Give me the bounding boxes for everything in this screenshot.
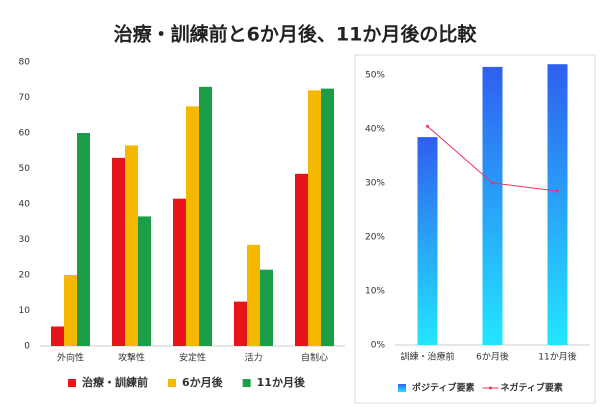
legend-label: 11か月後 — [257, 375, 306, 389]
legend-swatch-marker — [488, 386, 492, 390]
bar — [173, 198, 186, 346]
legend-label: 6か月後 — [182, 375, 224, 389]
y-tick-label: 20 — [19, 271, 31, 281]
y-tick-label: 0 — [24, 342, 30, 352]
y-tick-label: 50% — [365, 71, 385, 81]
bar — [125, 145, 138, 346]
x-tick-label: 6か月後 — [476, 351, 509, 363]
panel-border — [354, 54, 596, 404]
y-tick-label: 50 — [19, 164, 31, 174]
x-tick-label: 安定性 — [179, 352, 206, 364]
line-marker — [426, 124, 429, 128]
bar — [234, 301, 247, 346]
x-tick-label: 自制心 — [301, 352, 328, 364]
bar — [321, 88, 334, 346]
bar — [417, 137, 438, 345]
bar — [51, 326, 64, 346]
x-tick-label: 活力 — [244, 352, 262, 364]
bar — [482, 66, 503, 346]
bar — [295, 173, 308, 346]
y-tick-label: 40% — [365, 125, 385, 135]
y-tick-label: 20% — [365, 233, 385, 243]
x-tick-label: 外向性 — [57, 352, 84, 364]
y-tick-label: 10% — [365, 287, 385, 297]
bar — [260, 269, 273, 346]
bar — [186, 106, 199, 346]
bar — [247, 244, 260, 346]
x-tick-label: 訓練・治療前 — [400, 351, 454, 363]
y-tick-label: 30 — [19, 235, 31, 245]
legend-label: ネガティブ要素 — [500, 382, 562, 394]
line-marker — [556, 189, 559, 193]
legend-swatch — [242, 379, 251, 387]
bar — [547, 64, 568, 345]
y-tick-label: 80 — [19, 58, 31, 68]
bar — [199, 86, 212, 346]
legend-swatch — [168, 379, 176, 387]
x-tick-label: 攻撃性 — [118, 352, 145, 364]
bar — [64, 275, 77, 346]
legend-swatch — [68, 379, 76, 387]
y-tick-label: 30% — [365, 179, 385, 189]
y-tick-label: 10 — [19, 306, 31, 316]
y-tick-label: 60 — [19, 129, 31, 139]
y-tick-label: 70 — [19, 93, 31, 103]
bar — [308, 90, 321, 347]
bar — [112, 157, 125, 346]
legend-label: 治療・訓練前 — [82, 375, 148, 389]
y-tick-label: 40 — [19, 200, 31, 210]
chart-title: 治療・訓練前と6か月後、11か月後の比較 — [114, 23, 478, 46]
y-tick-label: 0% — [371, 341, 386, 351]
x-tick-label: 11か月後 — [538, 351, 576, 363]
legend-label: ポジティブ要素 — [412, 382, 474, 394]
bar — [138, 216, 151, 346]
bar — [77, 133, 90, 346]
legend-swatch — [398, 384, 406, 392]
line-marker — [491, 181, 494, 185]
